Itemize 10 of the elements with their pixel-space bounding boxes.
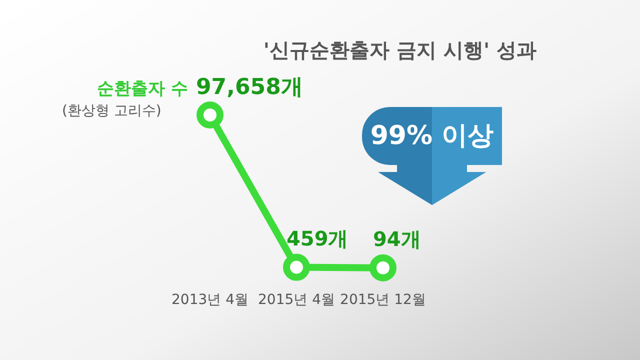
x-tick-label: 2013년 4월 (172, 292, 248, 308)
data-label: 94개 (373, 226, 421, 251)
x-tick-label: 2015년 12월 (340, 292, 426, 308)
series-label: 순환출자 수 (97, 79, 188, 99)
annotation: 99% 이상 (370, 121, 494, 151)
text: (환상형 고리수) (62, 103, 162, 119)
x-tick-label: 2015년 4월 (258, 292, 335, 308)
chart-title: '신규순환출자 금지 시행' 성과 (263, 38, 537, 62)
data-label: 459개 (286, 226, 348, 250)
data-label: 97,658개 (196, 75, 303, 100)
